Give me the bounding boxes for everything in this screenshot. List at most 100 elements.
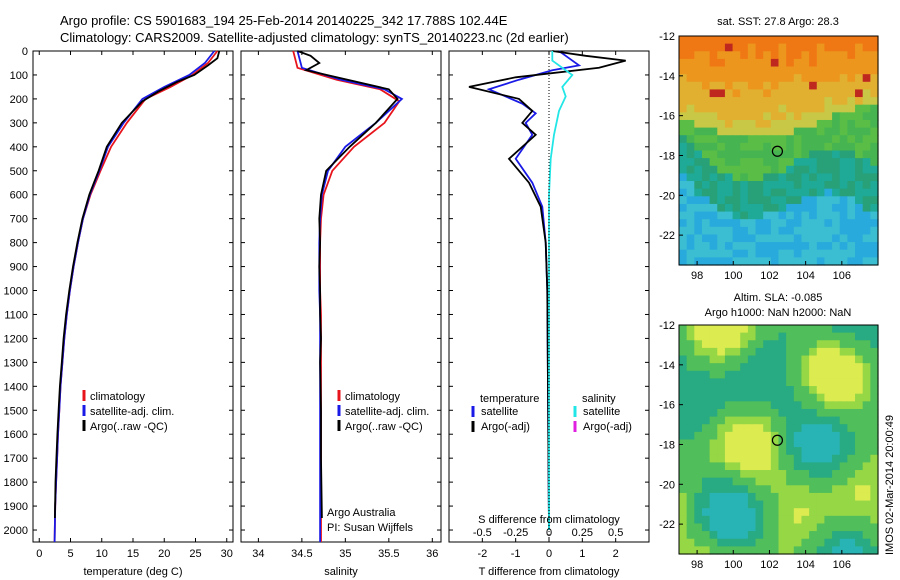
map-cell bbox=[709, 74, 718, 83]
map-cell bbox=[701, 242, 711, 251]
map-cell bbox=[839, 257, 848, 266]
map-cell bbox=[855, 234, 864, 243]
map-cell bbox=[778, 523, 787, 532]
map-cell bbox=[855, 112, 864, 121]
map-cell bbox=[793, 477, 803, 486]
map-cell bbox=[862, 485, 871, 494]
map-cell bbox=[824, 408, 833, 418]
map-cell bbox=[747, 43, 757, 52]
map-cell bbox=[809, 477, 818, 486]
map-cell bbox=[740, 492, 749, 502]
map-cell bbox=[862, 51, 871, 60]
map-cell bbox=[686, 219, 695, 228]
map-cell bbox=[870, 203, 879, 213]
map-cell bbox=[709, 523, 718, 532]
map-cell bbox=[793, 531, 803, 540]
map-cell bbox=[732, 119, 741, 129]
map-cell bbox=[778, 127, 787, 136]
map-cell bbox=[747, 81, 757, 91]
map-cell bbox=[724, 173, 734, 182]
map-cell bbox=[824, 523, 833, 532]
map-cell bbox=[770, 81, 780, 91]
map-cell bbox=[686, 173, 695, 182]
map-cell bbox=[862, 325, 871, 334]
map-cell bbox=[847, 370, 856, 380]
map-cell bbox=[824, 447, 833, 456]
x-axis-label: T difference from climatology bbox=[479, 566, 620, 578]
map-cell bbox=[801, 51, 810, 60]
map-cell bbox=[679, 523, 688, 532]
map-cell bbox=[679, 226, 688, 236]
map-cell bbox=[732, 431, 741, 441]
map-cell bbox=[701, 431, 711, 441]
map-cell bbox=[770, 127, 780, 136]
map-cell bbox=[824, 249, 833, 258]
map-cell bbox=[870, 378, 879, 387]
map-cell bbox=[755, 104, 764, 113]
map-cell bbox=[832, 454, 841, 463]
map-cell bbox=[732, 97, 741, 106]
map-cell bbox=[724, 36, 734, 45]
map-cell bbox=[839, 439, 848, 448]
map-cell bbox=[862, 401, 871, 410]
map-cell bbox=[717, 546, 726, 555]
map-cell bbox=[755, 378, 764, 387]
map-cell bbox=[824, 401, 833, 410]
map-cell bbox=[793, 173, 803, 182]
map-cell bbox=[832, 332, 841, 341]
map-cell bbox=[763, 142, 772, 152]
map-cell bbox=[855, 347, 864, 357]
map-cell bbox=[694, 74, 703, 83]
map-cell bbox=[694, 226, 703, 236]
map-cell bbox=[770, 234, 780, 243]
map-cell bbox=[870, 188, 879, 197]
map-cell bbox=[740, 234, 749, 243]
map-cell bbox=[862, 112, 871, 121]
map-cell bbox=[747, 401, 757, 410]
map-cell bbox=[824, 211, 833, 220]
map-cell bbox=[855, 135, 864, 144]
map-cell bbox=[801, 66, 810, 75]
map-cell bbox=[839, 538, 848, 547]
map-cell bbox=[870, 386, 879, 395]
map-cell bbox=[740, 424, 749, 433]
map-cell bbox=[855, 66, 864, 75]
map-cell bbox=[832, 181, 841, 190]
map-cell bbox=[839, 119, 848, 129]
map-cell bbox=[832, 158, 841, 167]
map-cell bbox=[870, 508, 879, 517]
map-cell bbox=[747, 74, 757, 83]
map-cell bbox=[824, 74, 833, 83]
map-cell bbox=[755, 226, 764, 236]
y-tick-label: 1900 bbox=[4, 501, 28, 513]
map-cell bbox=[832, 58, 841, 68]
map-cell bbox=[770, 158, 780, 167]
map-cell bbox=[679, 127, 688, 136]
map-cell bbox=[724, 119, 734, 129]
map-cell bbox=[724, 142, 734, 152]
map-cell bbox=[870, 234, 879, 243]
map-cell bbox=[793, 188, 803, 197]
map-cell bbox=[870, 89, 879, 98]
map-cell bbox=[747, 51, 757, 60]
map-cell bbox=[870, 515, 879, 525]
map-cell bbox=[686, 66, 695, 75]
map-cell bbox=[778, 416, 787, 425]
map-cell bbox=[709, 142, 718, 152]
map-cell bbox=[717, 219, 726, 228]
map-cell bbox=[847, 89, 856, 98]
map-cell bbox=[770, 470, 780, 479]
map-cell bbox=[870, 454, 879, 463]
map-cell bbox=[709, 203, 718, 213]
map-cell bbox=[801, 249, 810, 258]
map-cell bbox=[763, 454, 772, 463]
map-cell bbox=[816, 181, 826, 190]
map-cell bbox=[832, 97, 841, 106]
map-cell bbox=[679, 196, 688, 205]
top-tick-label: 0.5 bbox=[608, 527, 623, 539]
map-cell bbox=[832, 234, 841, 243]
map-x-tick-label: 104 bbox=[796, 270, 814, 282]
map-cell bbox=[717, 112, 726, 121]
map-cell bbox=[686, 401, 695, 410]
